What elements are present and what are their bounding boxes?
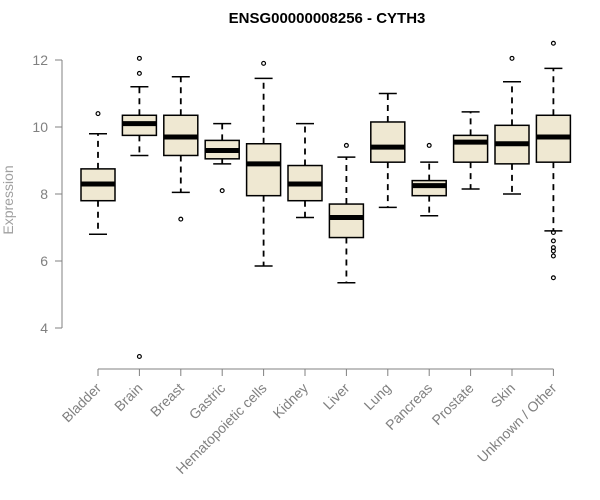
outlier-point xyxy=(136,55,142,61)
outlier-point xyxy=(261,60,267,66)
outlier-point xyxy=(550,253,556,259)
outlier-point xyxy=(95,111,101,117)
box-group xyxy=(163,76,199,222)
outlier-point xyxy=(550,40,556,46)
x-tick-label: Breast xyxy=(147,380,187,420)
box-group xyxy=(452,111,489,190)
y-tick-label: 8 xyxy=(40,186,48,202)
chart-title: ENSG00000008256 - CYTH3 xyxy=(229,10,426,27)
outlier-point xyxy=(509,55,515,61)
x-tick-label: Liver xyxy=(320,380,353,413)
outlier-point xyxy=(343,142,349,148)
x-tick-label: Bladder xyxy=(59,380,105,426)
outlier-point xyxy=(178,216,184,222)
outlier-point xyxy=(550,230,556,236)
box-group xyxy=(80,111,116,235)
box-group xyxy=(494,55,530,195)
x-tick-label: Skin xyxy=(488,380,519,411)
iqr-box xyxy=(411,179,447,197)
y-tick-label: 6 xyxy=(40,253,48,269)
x-tick-label: Kidney xyxy=(270,380,312,422)
iqr-box xyxy=(245,143,282,197)
outlier-point xyxy=(550,248,556,254)
box-group xyxy=(328,142,365,284)
box-group xyxy=(535,40,572,281)
box-group xyxy=(121,55,158,359)
box-group xyxy=(370,92,406,209)
outlier-point xyxy=(136,353,142,359)
x-tick-label: Unknown / Other xyxy=(474,380,560,466)
y-tick-label: 12 xyxy=(32,52,48,68)
outlier-point xyxy=(219,188,225,194)
iqr-box xyxy=(452,134,489,163)
outlier-point xyxy=(426,142,432,148)
outlier-point xyxy=(550,238,556,244)
y-tick-label: 10 xyxy=(32,119,48,135)
iqr-box xyxy=(370,121,406,163)
box-group xyxy=(245,60,282,267)
box-group xyxy=(287,122,323,219)
y-tick-label: 4 xyxy=(40,320,48,336)
boxes-layer xyxy=(80,40,572,359)
y-axis: 4 6 8 10 12 xyxy=(32,52,63,336)
x-tick-label: Lung xyxy=(361,380,394,413)
x-tick-label: Prostate xyxy=(429,380,477,428)
y-axis-title: Expression xyxy=(0,165,16,234)
box-group xyxy=(411,142,447,217)
x-tick-label: Brain xyxy=(111,380,145,414)
box-group xyxy=(204,122,240,194)
outlier-point xyxy=(136,70,142,76)
outlier-point xyxy=(550,275,556,281)
iqr-box xyxy=(328,203,365,239)
